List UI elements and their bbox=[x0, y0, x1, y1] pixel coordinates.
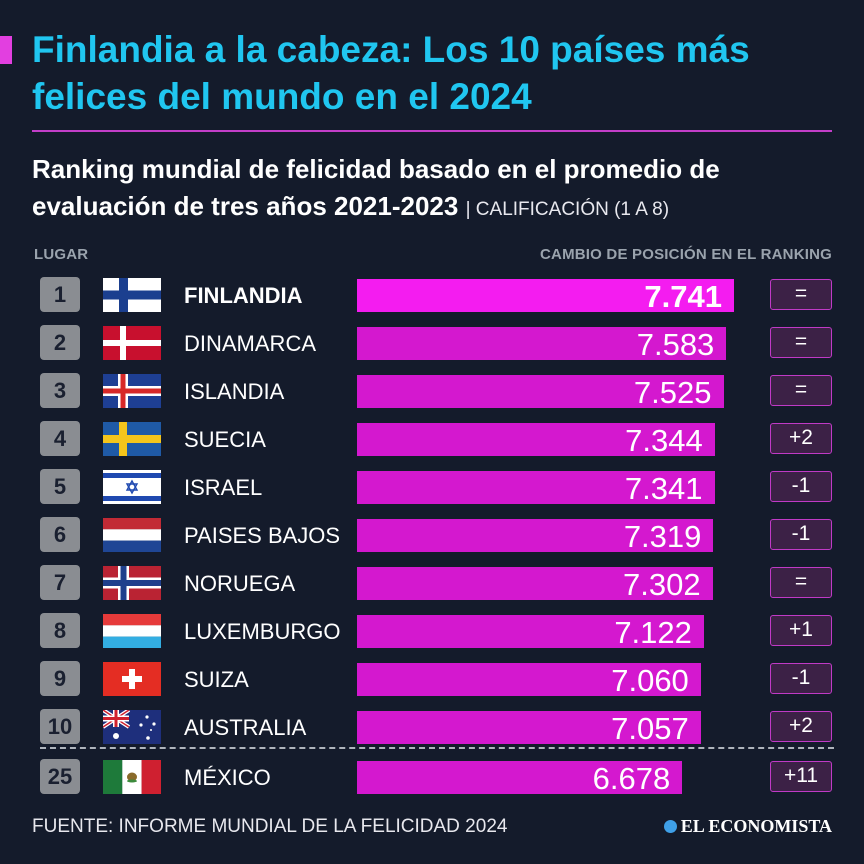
country-label: DINAMARCA bbox=[184, 331, 317, 356]
rank-badge: 10 bbox=[40, 709, 80, 744]
score-bar: 7.525 bbox=[357, 375, 724, 410]
score-bar: 7.302 bbox=[357, 567, 713, 602]
rank-change-badge: = bbox=[770, 567, 832, 598]
score-bar: 7.060 bbox=[357, 663, 701, 698]
denmark-flag-icon bbox=[103, 326, 161, 360]
rank-change-badge: = bbox=[770, 375, 832, 406]
source-note: FUENTE: INFORME MUNDIAL DE LA FELICIDAD … bbox=[32, 816, 508, 837]
iceland-flag-icon bbox=[103, 374, 161, 408]
subtitle-text: Ranking mundial de felicidad basado en e… bbox=[32, 154, 720, 221]
luxembourg-flag-icon bbox=[103, 614, 161, 648]
score-value-label: 7.060 bbox=[611, 663, 689, 698]
rank-change-badge: -1 bbox=[770, 519, 832, 550]
ranking-row: 8 LUXEMBURGO 7.122 +1 bbox=[0, 611, 864, 651]
brand-logo: EL ECONOMISTA bbox=[663, 816, 832, 837]
rank-change-badge: -1 bbox=[770, 663, 832, 694]
sweden-flag-icon bbox=[103, 422, 161, 456]
title-divider bbox=[32, 130, 832, 132]
score-bar: 7.122 bbox=[357, 615, 704, 650]
score-value-label: 6.678 bbox=[592, 761, 671, 796]
score-bar: 7.057 bbox=[357, 711, 701, 746]
ranking-row: 10 AUSTRALIA 7.057 +2 bbox=[0, 707, 864, 747]
israel-flag-icon bbox=[103, 470, 161, 504]
score-value-label: 7.344 bbox=[625, 423, 703, 458]
country-label: SUIZA bbox=[184, 667, 249, 692]
ranking-row: 9 SUIZA 7.060 -1 bbox=[0, 659, 864, 699]
rank-badge: 25 bbox=[40, 759, 80, 794]
rank-badge: 9 bbox=[40, 661, 80, 696]
norway-flag-icon bbox=[103, 566, 161, 600]
ranking-row: 4 SUECIA 7.344 +2 bbox=[0, 419, 864, 459]
dotted-separator bbox=[40, 747, 834, 749]
country-label: NORUEGA bbox=[184, 571, 296, 596]
score-value-label: 7.583 bbox=[636, 327, 715, 362]
australia-flag-icon bbox=[103, 710, 161, 744]
country-label: AUSTRALIA bbox=[184, 715, 307, 740]
rank-change-badge: +2 bbox=[770, 423, 832, 454]
ranking-row: 2 DINAMARCA 7.583 = bbox=[0, 323, 864, 363]
chart-title: Finlandia a la cabeza: Los 10 países más… bbox=[32, 29, 750, 117]
rank-change-badge: +1 bbox=[770, 615, 832, 646]
rank-change-badge: = bbox=[770, 279, 832, 310]
score-bar: 7.319 bbox=[357, 519, 714, 554]
country-label: ISLANDIA bbox=[184, 379, 285, 404]
country-label: LUXEMBURGO bbox=[184, 619, 341, 644]
scale-note: | CALIFICACIÓN (1 A 8) bbox=[465, 199, 670, 220]
rank-badge: 6 bbox=[40, 517, 80, 552]
rank-column-header: LUGAR bbox=[34, 246, 89, 263]
score-value-label: 7.122 bbox=[614, 615, 692, 650]
rank-badge: 4 bbox=[40, 421, 80, 456]
score-bar: 7.341 bbox=[357, 471, 715, 506]
chart-subtitle: Ranking mundial de felicidad basado en e… bbox=[32, 151, 842, 228]
rank-badge: 7 bbox=[40, 565, 80, 600]
score-value-label: 7.341 bbox=[624, 471, 703, 506]
score-value-label: 7.741 bbox=[644, 279, 722, 314]
rank-change-badge: +11 bbox=[770, 761, 832, 792]
rank-change-badge: = bbox=[770, 327, 832, 358]
country-label: FINLANDIA bbox=[184, 283, 303, 308]
rank-change-badge: +2 bbox=[770, 711, 832, 742]
score-bar: 6.678 bbox=[357, 761, 683, 796]
score-value-label: 7.302 bbox=[623, 567, 701, 602]
switzerland-flag-icon bbox=[103, 662, 161, 696]
rank-badge: 3 bbox=[40, 373, 80, 408]
title-accent-marker bbox=[0, 36, 12, 64]
rank-badge: 2 bbox=[40, 325, 80, 360]
brand-globe-icon bbox=[663, 820, 677, 833]
ranking-row: 1 FINLANDIA 7.741 = bbox=[0, 275, 864, 315]
change-column-header: CAMBIO DE POSICIÓN EN EL RANKING bbox=[540, 246, 832, 263]
country-label: PAISES BAJOS bbox=[184, 523, 341, 548]
country-label: ISRAEL bbox=[184, 475, 263, 500]
score-value-label: 7.525 bbox=[633, 375, 712, 410]
netherlands-flag-icon bbox=[103, 518, 161, 552]
rank-badge: 1 bbox=[40, 277, 80, 312]
rank-badge: 8 bbox=[40, 613, 80, 648]
ranking-row: 3 ISLANDIA 7.525 = bbox=[0, 371, 864, 411]
ranking-row: 6 PAISES BAJOS 7.319 -1 bbox=[0, 515, 864, 555]
rank-badge: 5 bbox=[40, 469, 80, 504]
ranking-row: 7 NORUEGA 7.302 = bbox=[0, 563, 864, 603]
finland-flag-icon bbox=[103, 278, 161, 312]
country-label: SUECIA bbox=[184, 427, 266, 452]
score-bar: 7.583 bbox=[357, 327, 727, 362]
score-bar: 7.344 bbox=[357, 423, 715, 458]
mexico-flag-icon bbox=[103, 760, 161, 794]
rank-change-badge: -1 bbox=[770, 471, 832, 502]
country-label: MÉXICO bbox=[184, 765, 271, 790]
ranking-row: 5 ISRAEL 7.341 -1 bbox=[0, 467, 864, 507]
score-value-label: 7.057 bbox=[611, 711, 689, 746]
score-value-label: 7.319 bbox=[623, 519, 702, 554]
brand-name: EL ECONOMISTA bbox=[680, 816, 832, 836]
score-bar: 7.741 bbox=[357, 279, 734, 314]
ranking-row: 25 MÉXICO 6.678 +11 bbox=[0, 757, 864, 797]
